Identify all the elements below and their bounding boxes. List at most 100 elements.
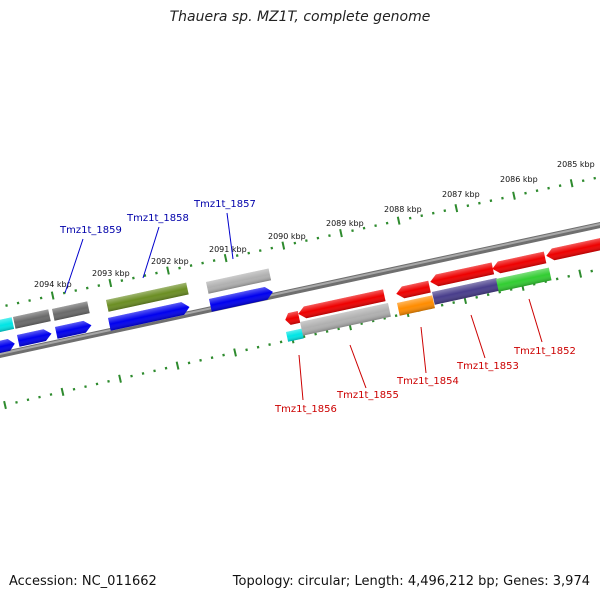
gene-shading: [0, 339, 15, 354]
gene-bottom-red-1: [285, 311, 301, 325]
ruler-major-tick: [578, 269, 583, 278]
ruler-minor-tick: [178, 266, 181, 270]
leader-line-1858: [142, 226, 160, 279]
ruler-major-tick: [454, 204, 459, 213]
ruler-minor-tick: [15, 400, 18, 404]
ruler-minor-tick: [38, 395, 41, 399]
gene-shading: [300, 302, 391, 336]
gene-features: [0, 237, 600, 354]
gene-bottom-1856: [286, 328, 304, 342]
gene-top-inner-1: [0, 339, 15, 354]
tick-label-2086: 2086 kbp: [500, 175, 538, 184]
gene-label-tmz1t-1853: Tmz1t_1853: [456, 361, 519, 372]
ruler-minor-tick: [210, 356, 214, 360]
ruler-minor-tick: [478, 201, 481, 205]
ruler-minor-tick: [132, 276, 135, 280]
ruler-minor-tick: [374, 224, 377, 228]
tick-label-2087: 2087 kbp: [442, 190, 480, 199]
ruler-minor-tick: [302, 335, 306, 339]
ruler-major-tick: [281, 241, 286, 250]
ruler-minor-tick: [28, 299, 31, 302]
ruler-minor-tick: [16, 301, 20, 305]
ruler-minor-tick: [420, 214, 424, 218]
ruler-minor-tick: [362, 226, 366, 230]
gene-shading: [397, 295, 435, 316]
accession-info: Accession: NC_011662: [9, 574, 157, 589]
ruler-minor-tick: [49, 393, 53, 396]
topology-label: Topology:: [232, 574, 294, 589]
ruler-minor-tick: [590, 269, 594, 273]
accession-label: Accession:: [9, 574, 78, 589]
ruler-minor-tick: [337, 327, 340, 331]
gene-label-tmz1t-1859: Tmz1t_1859: [59, 225, 122, 236]
gene-top-outer-3: [52, 301, 90, 321]
ruler-minor-tick: [39, 296, 43, 300]
map-title: Thauera sp. MZ1T, complete genome: [169, 9, 431, 25]
ruler-minor-tick: [547, 186, 550, 190]
leader-line-1857: [226, 212, 234, 260]
topology-value: circular: [297, 574, 346, 589]
ruler-minor-tick: [535, 189, 539, 193]
ruler-minor-tick: [84, 385, 87, 389]
ruler-minor-tick: [256, 345, 260, 349]
leader-line-1854: [420, 326, 427, 374]
ruler-major-tick: [396, 216, 401, 225]
ruler-minor-tick: [141, 372, 145, 375]
gene-top-inner-2: [17, 329, 52, 347]
ruler-major-tick: [339, 229, 343, 238]
ruler-minor-tick: [314, 332, 317, 336]
bottom-strand-labels: Tmz1t_1852 Tmz1t_1853 Tmz1t_1854 Tmz1t_1…: [274, 298, 576, 415]
ruler-major-tick: [50, 291, 55, 300]
ruler-minor-tick: [305, 239, 308, 243]
gene-shading: [496, 267, 552, 292]
tick-label-2085: 2085 kbp: [557, 160, 595, 169]
ruler-minor-tick: [107, 379, 110, 383]
gene-shading: [430, 262, 495, 287]
ruler-minor-tick: [153, 369, 156, 373]
gene-shading: [546, 237, 600, 261]
tick-label-2088: 2088 kbp: [384, 205, 422, 214]
ruler-minor-tick: [72, 387, 76, 391]
ruler-minor-tick: [408, 216, 412, 220]
ruler-minor-tick: [452, 301, 455, 304]
ruler-minor-tick: [440, 303, 444, 307]
ruler-minor-tick: [293, 241, 297, 245]
gene-bottom-1854: [397, 295, 435, 316]
gene-shading: [432, 278, 500, 305]
ruler-minor-tick: [489, 199, 493, 203]
ruler-major-tick: [3, 400, 7, 410]
ruler-major-tick: [233, 348, 237, 357]
tick-label-2092: 2092 kbp: [151, 257, 189, 266]
leader-line-1859: [64, 238, 84, 294]
gene-shading: [52, 301, 90, 321]
ruler-minor-tick: [97, 284, 101, 287]
ruler-minor-tick: [475, 295, 479, 299]
gene-bottom-red-6: [546, 237, 600, 261]
leader-line-1853: [470, 314, 486, 359]
ruler-minor-tick: [567, 274, 571, 278]
gene-label-tmz1t-1856: Tmz1t_1856: [274, 404, 337, 415]
gene-label-tmz1t-1855: Tmz1t_1855: [336, 390, 399, 401]
ruler-minor-tick: [501, 196, 504, 200]
gene-top-inner-1857: [209, 286, 273, 312]
ruler-minor-tick: [74, 289, 78, 292]
ruler-minor-tick: [189, 264, 193, 267]
ruler-minor-tick: [247, 251, 251, 255]
genome-backbone-highlight: [0, 223, 600, 355]
gene-shading: [106, 282, 189, 312]
gene-shading: [298, 289, 386, 319]
ruler-major-tick: [175, 361, 180, 370]
ruler-bottom: [3, 269, 594, 410]
leader-line-1856: [298, 354, 304, 401]
ruler-minor-tick: [222, 353, 225, 357]
gene-bottom-red-4: [430, 262, 495, 287]
gene-label-tmz1t-1857: Tmz1t_1857: [193, 199, 256, 210]
gene-shading: [17, 329, 52, 347]
genome-stats: Topology: circular; Length: 4,496,212 bp…: [232, 574, 590, 589]
gene-shading: [108, 302, 190, 331]
leader-line-1855: [349, 344, 367, 389]
ruler-minor-tick: [235, 254, 239, 257]
gene-shading: [285, 311, 301, 325]
ruler-minor-tick: [316, 236, 320, 240]
